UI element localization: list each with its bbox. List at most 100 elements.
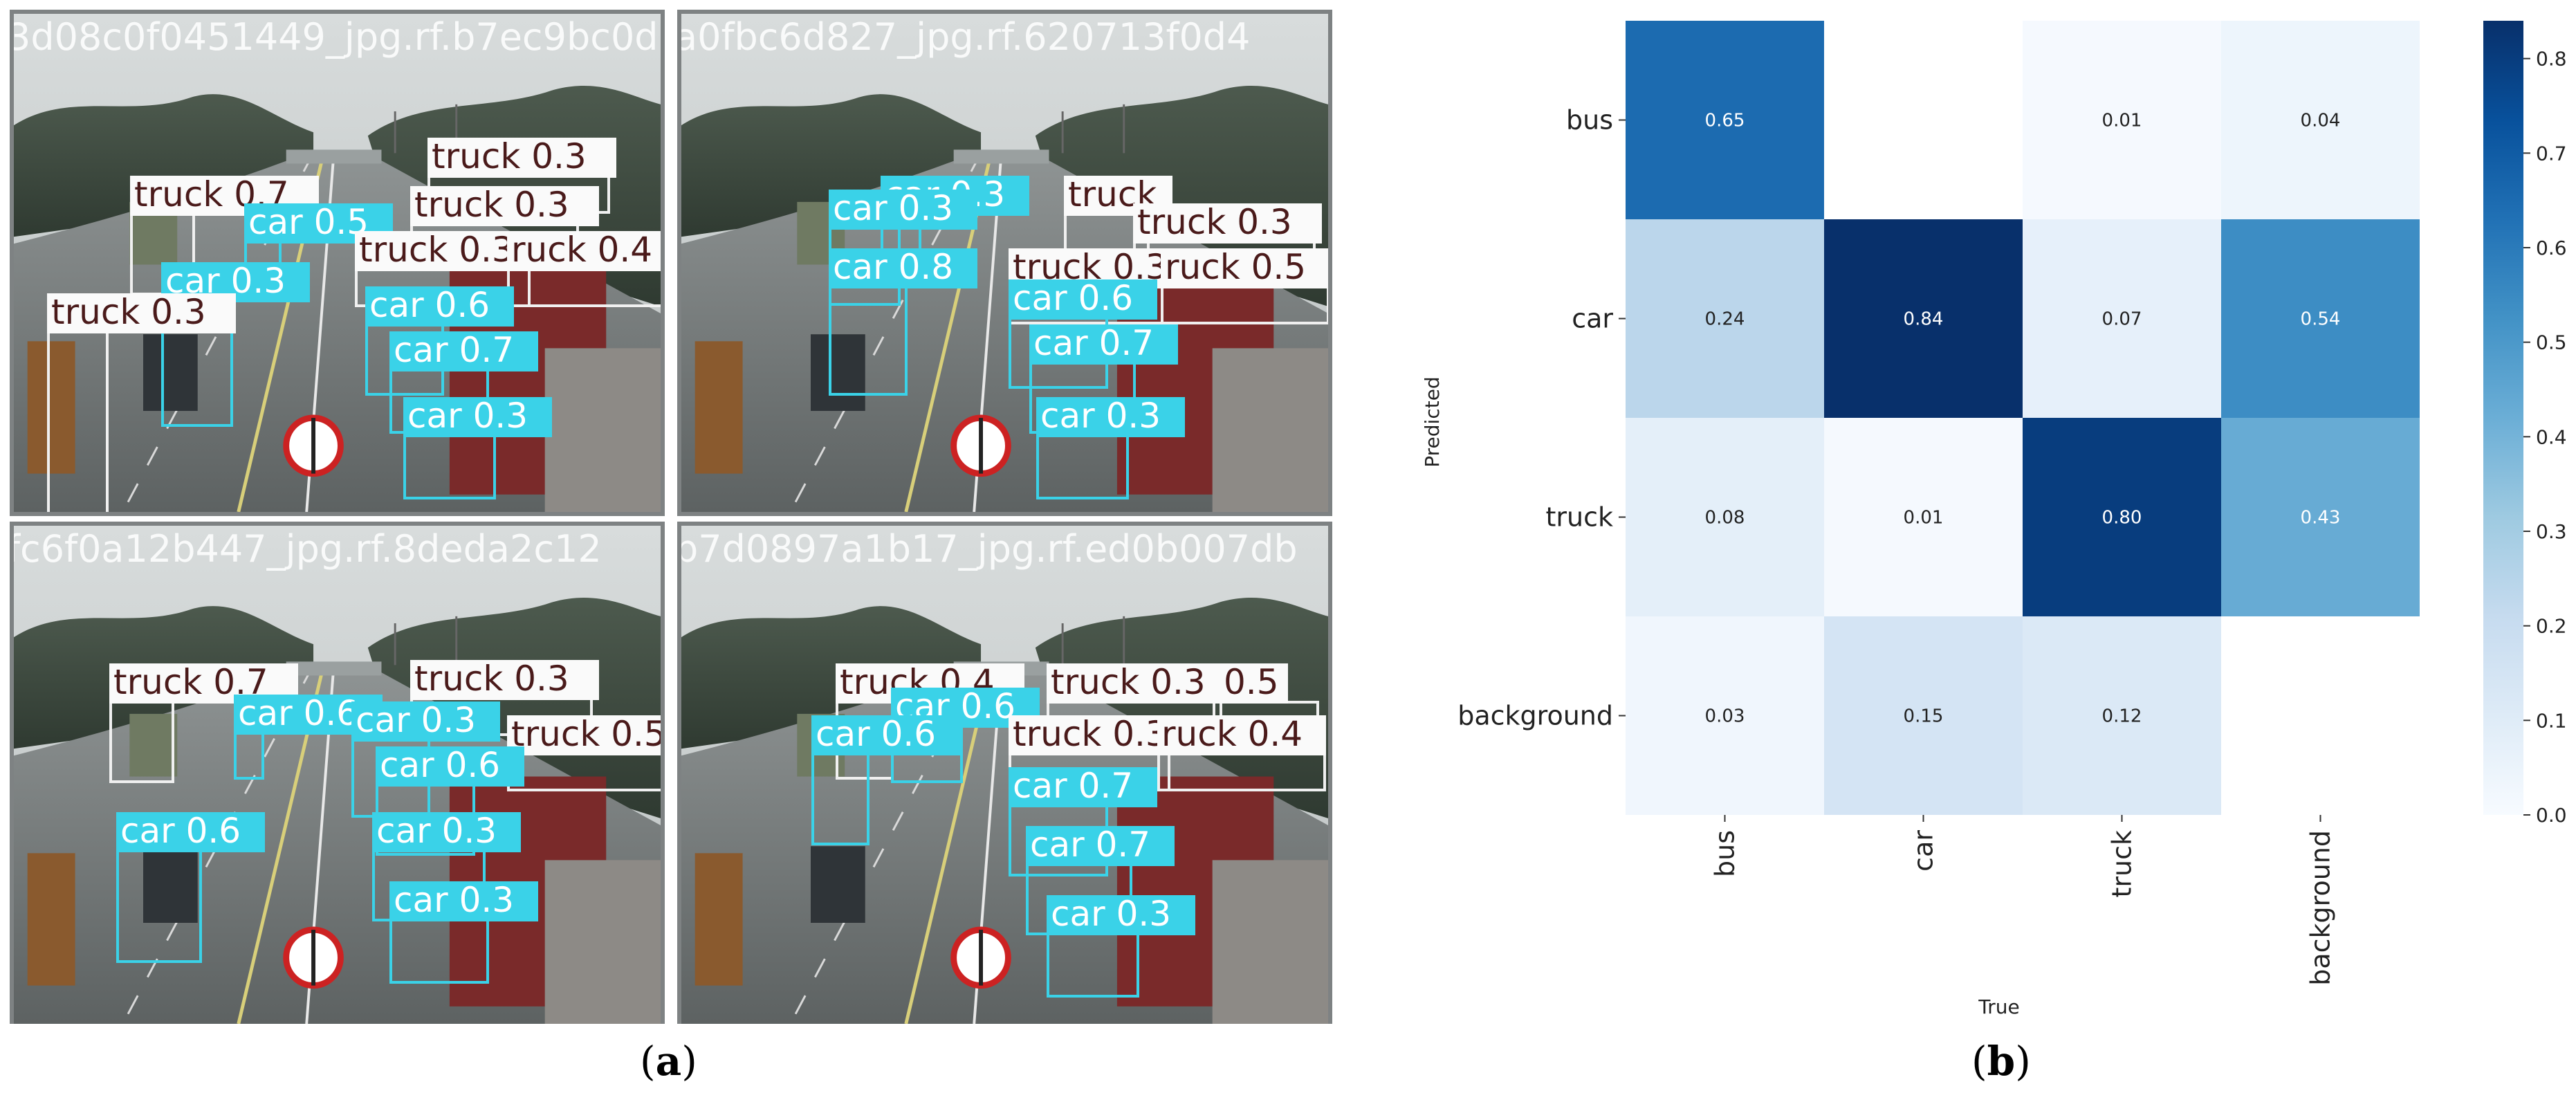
car-detection: car 0.3: [1036, 396, 1185, 499]
cell-value-label: 0.08: [1705, 508, 1745, 529]
detection-label: truck 0.3: [414, 659, 569, 699]
x-tick-label: truck: [2107, 830, 2137, 898]
heatmap-cell: [2221, 418, 2420, 616]
heatmap-cell: [1824, 219, 2023, 418]
colorbar-tick-label: 0.0: [2536, 804, 2567, 827]
cell-value-label: 0.01: [2102, 111, 2142, 131]
colorbar-tick-label: 0.2: [2536, 615, 2567, 638]
detection-label: car 0.6: [369, 285, 490, 325]
x-axis-label: True: [1978, 995, 2019, 1018]
truck-detection: truck 0.3: [1047, 662, 1235, 740]
truck-detection: truck 0.3: [410, 185, 599, 262]
car-detection: car 0.3: [351, 700, 500, 818]
heatmap-cell: [1824, 418, 2023, 616]
colorbar-tick-label: 0.7: [2536, 142, 2567, 165]
truck-detection: ruck 0.4: [507, 230, 661, 307]
detection-label: car 0.5: [248, 202, 369, 242]
heatmap-cell: [1626, 418, 1824, 616]
detection-label: car 0.6: [120, 811, 241, 851]
heatmap-cell: [2023, 616, 2221, 815]
cell-value-label: 0.80: [2102, 508, 2142, 529]
colorbar-tick-label: 0.4: [2536, 425, 2567, 448]
detection-label: car 0.3: [833, 188, 953, 228]
detection-label: truck 0.3: [1137, 202, 1292, 242]
x-tick-label: car: [1908, 830, 1939, 872]
colorbar-tick-label: 0.3: [2536, 520, 2567, 543]
detection-label: truck 0.3: [414, 185, 569, 225]
heatmap-cell: [1626, 616, 1824, 815]
detection-label: car 0.7: [1013, 766, 1133, 806]
car-detection: car 0.8: [829, 247, 977, 396]
heatmap-cell: [1824, 21, 2023, 219]
cell-value-label: 0.04: [2301, 111, 2341, 131]
detection-label: car 0.7: [1033, 323, 1154, 363]
detection-label: truck 0.3: [1013, 714, 1168, 754]
colorbar-tick-label: 0.8: [2536, 48, 2567, 71]
detection-label: truck 0.3: [432, 136, 587, 176]
heatmap-cell: [2221, 616, 2420, 815]
image-filename: a0fbc6d827_jpg.rf.620713f0d4: [674, 15, 1250, 59]
x-tick-label: background: [2306, 830, 2336, 986]
heatmap-value-labels: 0.65 0.01 0.04 0.24 0.84 0.07 0.54 0.08 0.01 0.80…: [1705, 111, 2341, 727]
detection-label: car 0.3: [407, 396, 528, 436]
detection-label: truck 0.3: [51, 292, 206, 332]
detection-label: truck 0.3: [1051, 662, 1206, 702]
cell-value-label: 0.43: [2301, 508, 2341, 529]
truck-detection: truck 0.3: [47, 292, 236, 512]
heatmap-cell: [2023, 219, 2221, 418]
subfigure-label-b: (b): [1971, 1038, 2031, 1085]
detection-label: car 0.7: [394, 330, 514, 370]
detection-label: ruck 0.4: [511, 230, 652, 270]
cell-value-label: 0.03: [1705, 706, 1745, 727]
detection-label: ruck 0.5: [1165, 247, 1306, 287]
cell-value-label: 0.01: [1904, 508, 1944, 529]
heatmap-cell: [2023, 418, 2221, 616]
car-detection: car 0.3: [389, 880, 538, 984]
colorbar: 0.0 0.1 0.2 0.3 0.4 0.5 0.6 0.7 0.8: [2483, 21, 2567, 827]
detection-label: car 0.6: [238, 693, 358, 733]
detection-label: truck 0.5: [511, 714, 666, 754]
detection-label: car 0.3: [356, 700, 476, 740]
detection-label: car 0.3: [394, 880, 514, 920]
y-tick-label: car: [1572, 304, 1613, 334]
cell-value-label: 0.15: [1904, 706, 1944, 727]
cell-value-label: 0.65: [1705, 111, 1745, 131]
heatmap-cell: [1626, 21, 1824, 219]
car-detection: car 0.3: [372, 811, 521, 921]
car-detection: car 0.6: [365, 285, 514, 396]
cell-value-label: 0.24: [1705, 309, 1745, 330]
subfigure-label-a: (a): [640, 1038, 697, 1085]
detection-label: 0.5: [1224, 662, 1279, 702]
car-detection: car 0.7: [1009, 766, 1157, 876]
heatmap-cell: [2221, 21, 2420, 219]
y-tick-label: truck: [1545, 502, 1613, 533]
detection-label: truck 0.3: [359, 230, 514, 270]
y-tick-label: background: [1457, 701, 1613, 731]
heatmap-cell: [1626, 219, 1824, 418]
heatmap-cells: [1626, 21, 2420, 815]
heatmap-cell: [2221, 219, 2420, 418]
car-detection: car 0.6: [116, 811, 265, 963]
car-detection: car 0.3: [1047, 894, 1195, 998]
heatmap-cell: [1824, 616, 2023, 815]
truck-detection: ruck 0.5: [1161, 247, 1328, 324]
colorbar-tick-label: 0.6: [2536, 237, 2567, 259]
detection-label: car 0.6: [1013, 278, 1133, 318]
colorbar-tick-label: 0.5: [2536, 331, 2567, 354]
truck-detection: truck 0.3: [410, 659, 599, 736]
car-detection: car 0.3: [403, 396, 552, 499]
heatmap-cell: [2023, 21, 2221, 219]
image-filename: 3d08c0f0451449_jpg.rf.b7ec9bc0d: [7, 15, 659, 59]
image-filename: fc6f0a12b447_jpg.rf.8deda2c12: [7, 527, 602, 571]
car-detection: car 0.7: [1029, 323, 1178, 434]
image-filename: b7d0897a1b17_jpg.rf.ed0b007db: [674, 527, 1298, 571]
y-axis-label: Predicted: [1421, 376, 1444, 467]
car-detection: car 0.7: [1026, 825, 1175, 935]
detection-label: car 0.3: [376, 811, 497, 851]
cell-value-label: 0.54: [2301, 309, 2341, 330]
detection-label: car 0.6: [380, 745, 500, 785]
